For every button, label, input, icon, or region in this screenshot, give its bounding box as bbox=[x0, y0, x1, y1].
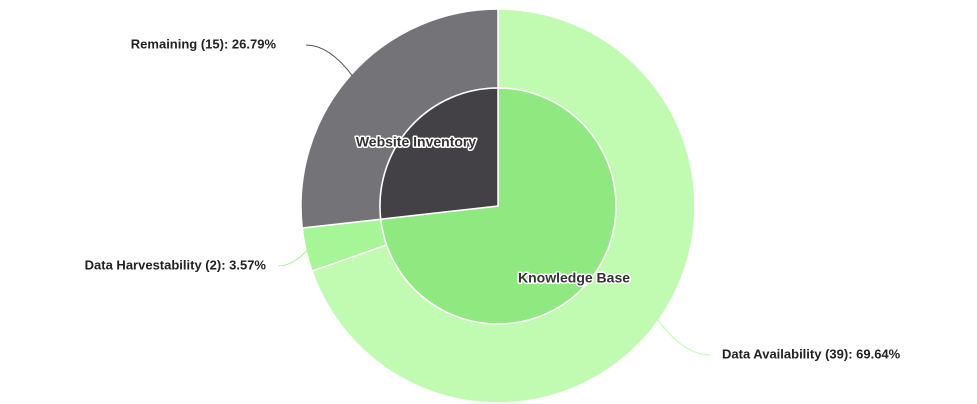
outer-label: Remaining (15): 26.79% bbox=[131, 36, 277, 51]
outer-label: Data Harvestability (2): 3.57% bbox=[85, 257, 267, 272]
inner-label: Knowledge Base bbox=[518, 270, 630, 286]
inner-label: Website Inventory bbox=[356, 134, 477, 150]
inner-slice bbox=[379, 87, 499, 221]
leader-line bbox=[277, 249, 309, 267]
outer-label: Data Availability (39): 69.64% bbox=[722, 346, 901, 361]
leader-line bbox=[305, 44, 353, 77]
leader-line bbox=[656, 318, 711, 356]
